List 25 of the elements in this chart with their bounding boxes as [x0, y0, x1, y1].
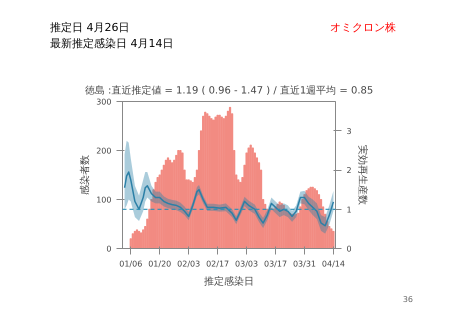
x-tick-label: 02/03 — [177, 260, 200, 268]
y-axis-title: 感染者数 — [79, 155, 92, 195]
text: 推定日 4月26日 — [50, 20, 130, 36]
y2-tick-label: 2 — [346, 166, 352, 176]
x-tick-label: 03/03 — [235, 260, 258, 268]
text: 最新推定感染日 4月14日 — [50, 36, 174, 52]
x-tick-label: 04/14 — [322, 260, 345, 268]
x-tick-label: 02/17 — [206, 260, 230, 268]
y-tick-label: 300 — [96, 98, 112, 106]
y-tick-label: 200 — [96, 146, 112, 156]
y2-axis-title: 実効再生産数 — [356, 145, 369, 205]
x-tick-label: 01/06 — [119, 260, 142, 268]
y2-tick-label: 1 — [346, 205, 352, 214]
y2-tick-label: 0 — [346, 244, 352, 254]
x-axis-title: 推定感染日 — [204, 276, 254, 288]
chart-title: 徳島 :直近推定値 = 1.19 ( 0.96 - 1.47 ) / 直近1週平均 = 0.85 — [84, 84, 374, 96]
x-tick-label: 03/17 — [264, 260, 288, 268]
y2-tick-label: 3 — [346, 126, 352, 136]
y-tick-label: 0 — [106, 244, 112, 254]
text: オミクロン株 — [330, 20, 396, 36]
text: 36 — [402, 295, 414, 305]
line-series — [124, 171, 334, 227]
x-tick-label: 01/20 — [148, 260, 172, 268]
y-tick-label: 100 — [96, 196, 112, 204]
x-tick-label: 03/31 — [292, 260, 316, 268]
